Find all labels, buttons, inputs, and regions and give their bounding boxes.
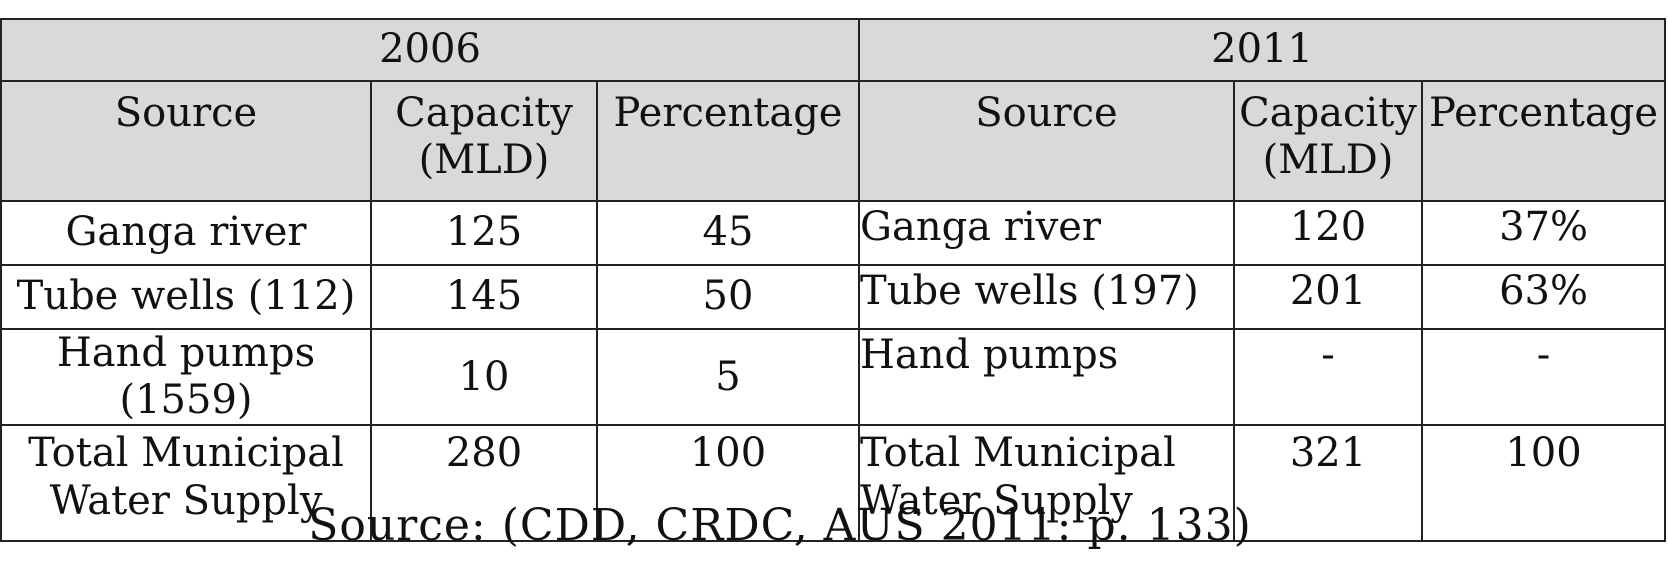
table-row: Ganga river 125 45 Ganga river 120 37% [0, 200, 1667, 266]
cell-2011-capacity: - [1233, 327, 1424, 427]
cell-2011-source: Hand pumps [858, 327, 1236, 427]
header-2006-capacity: Capacity (MLD) [370, 80, 598, 202]
header-2011-source: Source [858, 80, 1236, 202]
cell-2006-percentage: 100 [595, 424, 861, 543]
header-2006-source: Source [0, 80, 372, 202]
cell-2011-source: Total Municipal Water Supply [858, 424, 1236, 543]
header-2011-percentage: Percentage [1421, 80, 1667, 202]
cell-2006-percentage: 45 [595, 200, 861, 266]
year-header-row: 2006 2011 [0, 18, 1667, 82]
table-row: Tube wells (112) 145 50 Tube wells (197)… [0, 264, 1667, 330]
table-source-caption: Source: (CDD, CRDC, AUS 2011: p. 133) [308, 500, 1252, 551]
header-2011-capacity: Capacity (MLD) [1233, 80, 1424, 202]
cell-2011-capacity: 120 [1233, 200, 1424, 266]
cell-2011-capacity: 201 [1233, 264, 1424, 330]
year-2006-header: 2006 [0, 18, 861, 82]
table-row: Hand pumps (1559) 10 5 Hand pumps - - [0, 327, 1667, 427]
cell-2011-source: Tube wells (197) [858, 264, 1236, 330]
cell-2011-percentage: - [1421, 327, 1667, 427]
table-row-total: Total Municipal Water Supply 280 100 Tot… [0, 424, 1667, 543]
cell-2006-capacity: 10 [370, 327, 598, 427]
cell-2006-source: Ganga river [0, 200, 372, 266]
cell-2006-percentage: 50 [595, 264, 861, 330]
water-supply-table: 2006 2011 Source Capacity (MLD) Percenta… [0, 18, 1667, 543]
cell-2011-capacity: 321 [1233, 424, 1424, 543]
cell-2006-source: Hand pumps (1559) [0, 327, 372, 427]
cell-2006-capacity: 280 [370, 424, 598, 543]
cell-2011-source: Ganga river [858, 200, 1236, 266]
water-supply-table-container: 2006 2011 Source Capacity (MLD) Percenta… [0, 18, 1667, 543]
cell-2006-capacity: 145 [370, 264, 598, 330]
cell-2011-percentage: 37% [1421, 200, 1667, 266]
year-2011-header: 2011 [858, 18, 1667, 82]
cell-2006-percentage: 5 [595, 327, 861, 427]
cell-2006-source: Total Municipal Water Supply [0, 424, 372, 543]
column-header-row: Source Capacity (MLD) Percentage Source … [0, 80, 1667, 202]
cell-2011-percentage: 100 [1421, 424, 1667, 543]
cell-2006-source: Tube wells (112) [0, 264, 372, 330]
cell-2011-percentage: 63% [1421, 264, 1667, 330]
cell-2006-capacity: 125 [370, 200, 598, 266]
header-2006-percentage: Percentage [595, 80, 861, 202]
